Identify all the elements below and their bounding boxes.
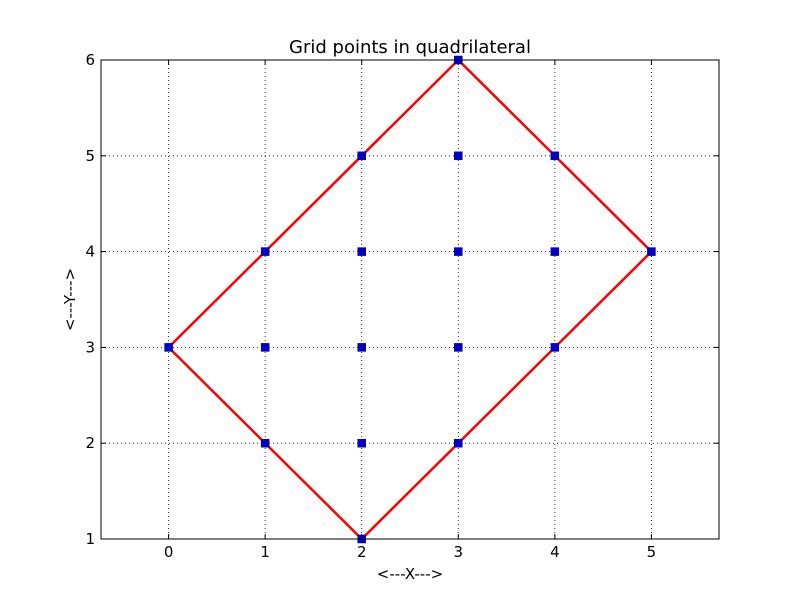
plot-frame <box>100 59 720 540</box>
x-tick-label: 5 <box>647 543 657 561</box>
grid-point-marker <box>357 247 366 256</box>
y-tick-label: 1 <box>85 530 95 548</box>
y-tick-label: 6 <box>85 51 95 69</box>
grid-point-marker <box>454 247 463 256</box>
grid-point-marker <box>357 151 366 161</box>
x-tick-label: 2 <box>357 543 367 561</box>
y-tick-label: 4 <box>85 243 95 261</box>
grid-point-marker <box>260 438 270 448</box>
y-tick-label: 2 <box>85 434 95 452</box>
y-tick-label: 5 <box>85 147 95 165</box>
x-tick-label: 0 <box>164 543 174 561</box>
grid-point-marker <box>260 343 270 352</box>
grid-point-marker <box>550 247 560 256</box>
x-tick-label: 3 <box>454 543 464 561</box>
grid-point-marker <box>454 151 463 161</box>
x-axis-label: <---X---> <box>377 565 443 583</box>
y-tick-label: 3 <box>85 338 95 356</box>
grid-point-marker <box>164 343 173 352</box>
grid-point-marker <box>454 343 463 352</box>
grid-point-marker <box>357 438 366 448</box>
grid-point-marker <box>357 343 366 352</box>
grid-point-marker <box>647 247 656 256</box>
x-tick-label: 1 <box>260 543 270 561</box>
grid-point-marker <box>454 438 463 448</box>
chart-title: Grid points in quadrilateral <box>289 37 531 58</box>
x-tick-label: 4 <box>550 543 560 561</box>
grid-point-marker <box>260 247 270 256</box>
grid-point-marker <box>550 151 560 161</box>
plot-area: 0 1 2 3 4 5 1 2 3 4 5 6 <box>85 51 720 561</box>
y-axis-label: <---Y---> <box>61 268 79 331</box>
grid-point-marker <box>550 343 560 352</box>
